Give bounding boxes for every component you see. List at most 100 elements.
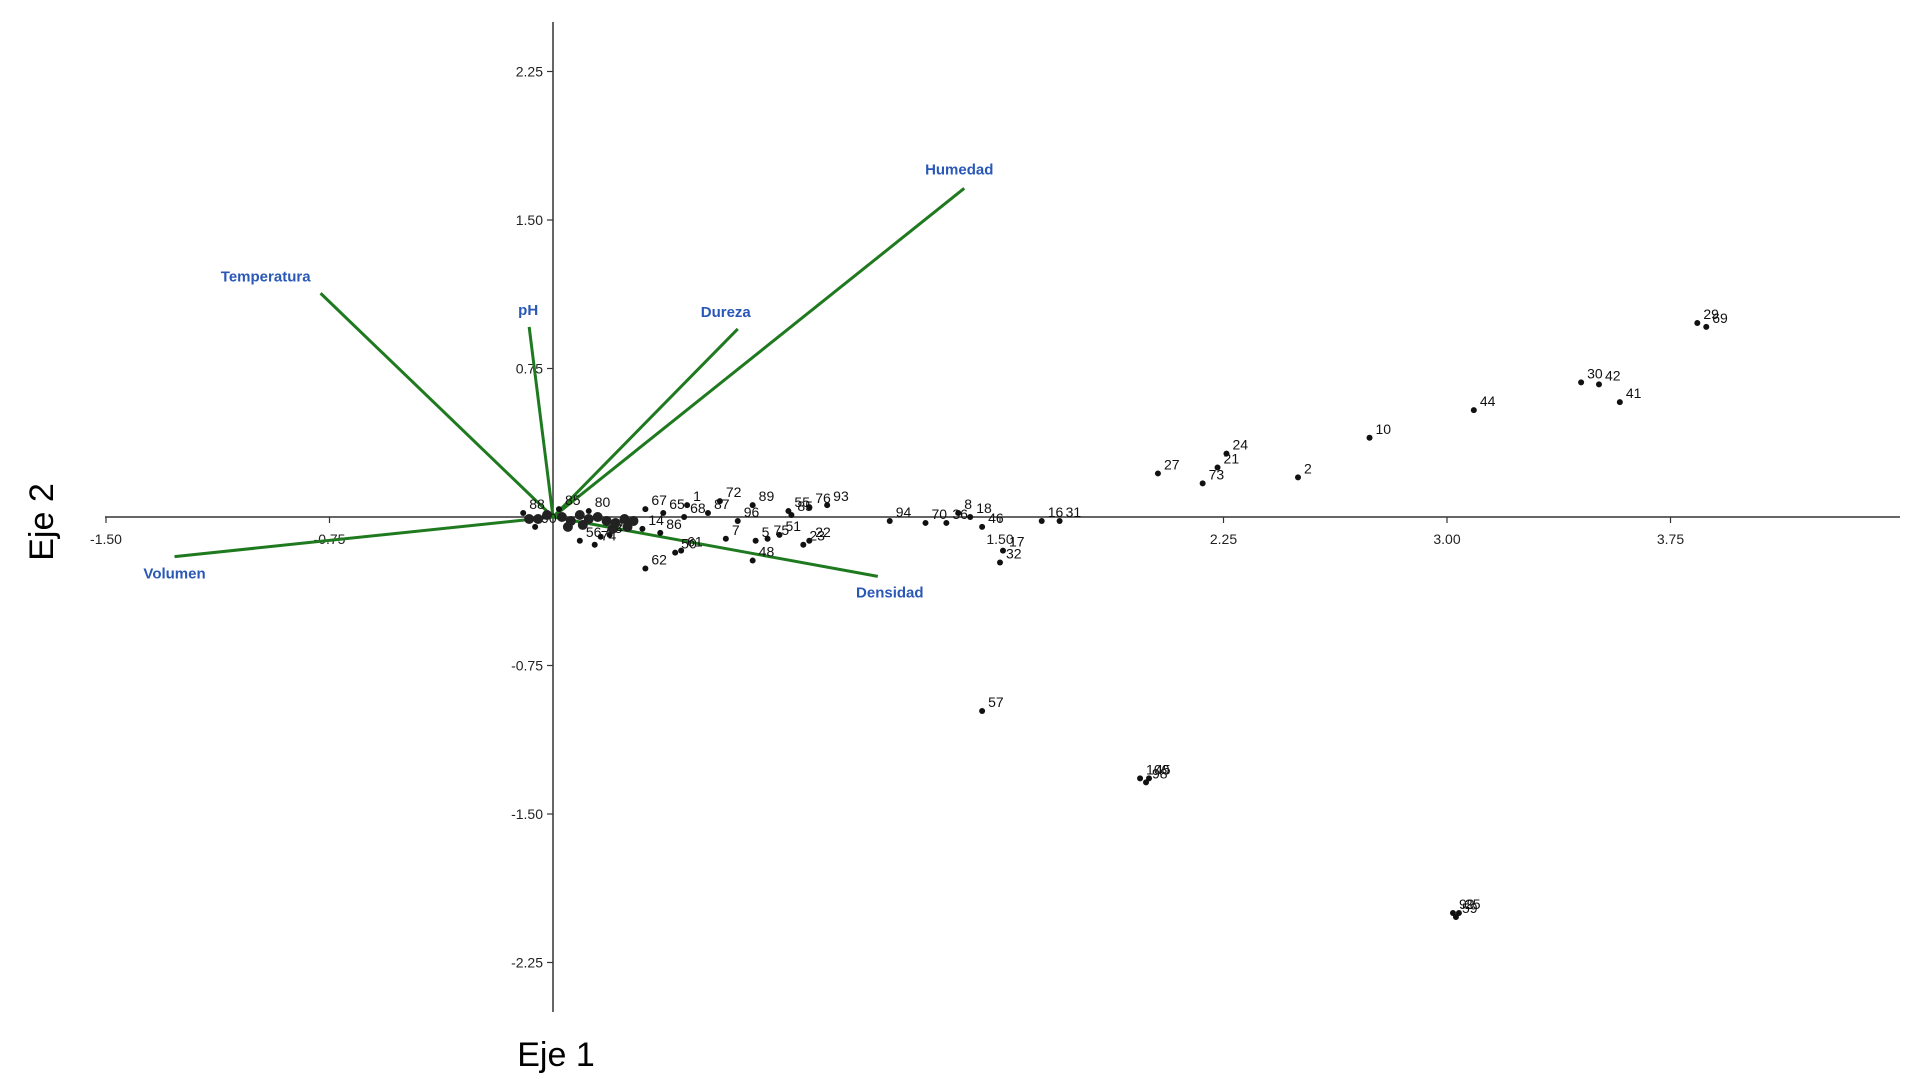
- point-14: [639, 525, 646, 532]
- point-61: [678, 547, 685, 554]
- cluster-point: [574, 510, 585, 521]
- x-axis-title: Eje 1: [517, 1036, 595, 1074]
- vector-volumen: [174, 515, 554, 559]
- point-label-85: 85: [797, 498, 813, 514]
- point-86: [657, 529, 664, 536]
- point-22: [806, 537, 813, 544]
- point-label-1: 1: [693, 488, 701, 504]
- point-label-99: 99: [1459, 896, 1475, 912]
- point-29: [1694, 319, 1701, 326]
- point-76: [806, 504, 813, 511]
- point-44: [1470, 407, 1477, 414]
- point-65: [660, 510, 667, 517]
- point-label-25: 25: [1465, 896, 1481, 912]
- x-tick-label: -1.50: [90, 531, 122, 547]
- vector-label-humedad: Humedad: [925, 161, 993, 178]
- point-label-7: 7: [732, 522, 740, 538]
- point-89: [749, 502, 756, 509]
- point-59: [1452, 913, 1459, 920]
- point-87: [704, 510, 711, 517]
- point-2: [1295, 474, 1301, 481]
- y-tick-label: -2.25: [511, 955, 543, 971]
- point-24: [1223, 450, 1230, 457]
- point-label-46: 46: [988, 510, 1004, 526]
- point-48: [749, 557, 756, 564]
- point-46: [979, 523, 986, 530]
- point-31: [1056, 517, 1063, 524]
- point-96: [734, 517, 741, 524]
- point-8: [955, 510, 962, 517]
- point-label-80: 80: [595, 494, 611, 510]
- point-label-27: 27: [1164, 456, 1180, 472]
- y-axis-title: Eje 2: [23, 483, 61, 561]
- point-label-24: 24: [1232, 437, 1248, 453]
- point-7: [722, 535, 729, 542]
- point-label-29: 29: [1703, 306, 1719, 322]
- y-tick-label: -1.50: [511, 806, 543, 822]
- point-label-22: 22: [815, 524, 831, 540]
- point-62: [642, 565, 649, 572]
- x-tick-label: 3.00: [1433, 531, 1460, 547]
- point-label-68: 68: [690, 500, 706, 516]
- point-69: [1703, 323, 1710, 330]
- point-label-18: 18: [976, 500, 992, 516]
- cluster-point: [592, 512, 603, 522]
- point-16: [1038, 517, 1045, 524]
- point-label-57: 57: [988, 694, 1004, 710]
- cluster-point: [562, 521, 573, 532]
- point-41: [1616, 399, 1623, 406]
- point-label-85: 85: [565, 492, 581, 508]
- point-label-76: 76: [815, 490, 831, 506]
- point-label-100: 100: [1146, 761, 1170, 777]
- point-57: [979, 708, 986, 715]
- point-label-93: 93: [833, 488, 849, 504]
- point-27: [1154, 470, 1161, 477]
- point-94: [886, 517, 893, 524]
- vector-label-volumen: Volumen: [143, 566, 205, 583]
- point-51: [776, 531, 783, 538]
- point-73: [1199, 480, 1206, 487]
- cluster-point: [577, 519, 588, 530]
- vector-label-densidad: Densidad: [856, 584, 924, 601]
- point-56: [576, 537, 583, 544]
- point-90: [532, 523, 539, 530]
- point-label-2: 2: [1304, 460, 1312, 476]
- point-label-88: 88: [529, 496, 545, 512]
- point-label-8: 8: [964, 496, 972, 512]
- point-label-36: 36: [952, 506, 968, 522]
- cluster-point: [542, 510, 553, 521]
- x-tick-label: 3.75: [1657, 531, 1684, 547]
- point-label-87: 87: [714, 496, 730, 512]
- vector-humedad: [552, 187, 966, 519]
- point-85: [555, 506, 562, 513]
- x-tick-label: 1.50: [986, 531, 1013, 547]
- point-label-14: 14: [648, 512, 664, 528]
- point-label-67: 67: [651, 492, 667, 508]
- point-label-5: 5: [762, 524, 770, 540]
- point-label-56: 56: [586, 524, 602, 540]
- point-label-73: 73: [1209, 466, 1225, 482]
- point-85: [788, 512, 795, 519]
- point-label-72: 72: [726, 484, 742, 500]
- variable-vectors: Humedad Temperatura pH Dureza Volumen Densida…: [143, 161, 993, 601]
- point-label-86: 86: [666, 516, 682, 532]
- point-100: [1137, 775, 1144, 782]
- point-43: [597, 533, 604, 540]
- point-label-44: 44: [1480, 393, 1496, 409]
- point-label-45: 45: [1155, 761, 1171, 777]
- point-10: [1366, 434, 1373, 441]
- cluster-point: [622, 521, 633, 532]
- point-1: [684, 502, 691, 509]
- point-label-61: 61: [687, 534, 703, 550]
- point-label-62: 62: [651, 551, 667, 567]
- point-label-41: 41: [1626, 385, 1642, 401]
- point-21: [1214, 464, 1221, 471]
- point-label-89: 89: [759, 488, 775, 504]
- point-32: [997, 559, 1003, 566]
- vector-label-dureza: Dureza: [701, 304, 752, 321]
- point-label-23: 23: [809, 528, 825, 544]
- cluster-point: [556, 512, 567, 522]
- cluster-point: [524, 513, 535, 524]
